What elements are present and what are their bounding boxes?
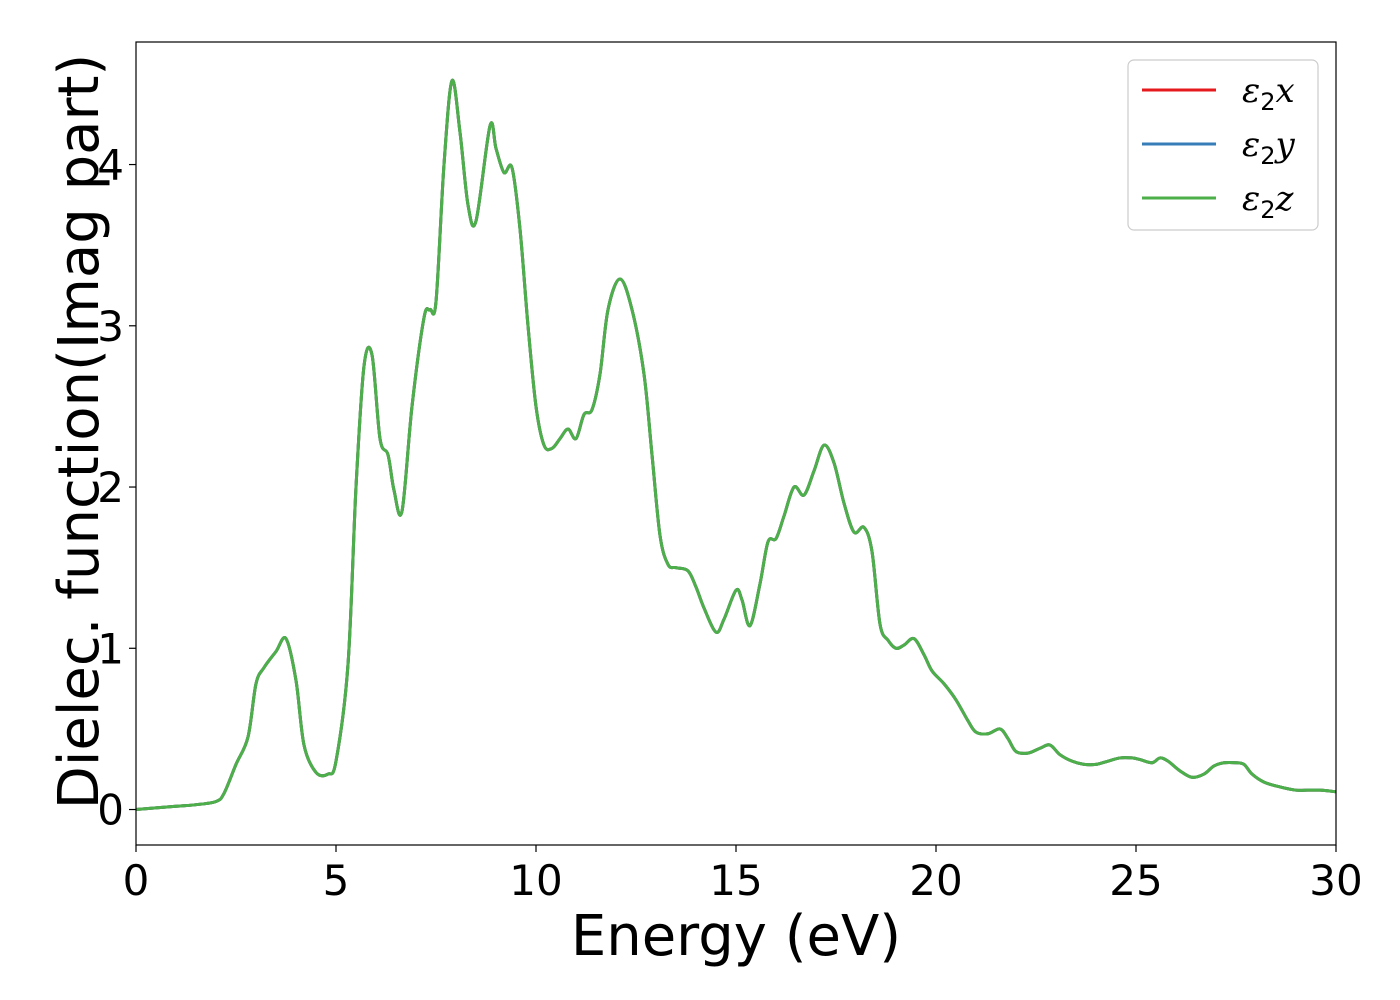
- x-tick-label: 0: [123, 856, 150, 905]
- legend-label-x: ε2x: [1242, 71, 1295, 116]
- x-tick-label: 10: [509, 856, 562, 905]
- x-axis-title: Energy (eV): [571, 904, 901, 969]
- y-axis-title: Dielec. function(Imag part): [47, 54, 112, 810]
- legend-label-y: ε2y: [1242, 125, 1296, 170]
- y-tick-label: 0: [97, 786, 124, 835]
- legend-label-z: ε2z: [1242, 179, 1295, 224]
- y-tick-label: 3: [97, 302, 124, 351]
- x-tick-label: 20: [909, 856, 962, 905]
- y-tick-label: 2: [97, 463, 124, 512]
- x-tick-label: 5: [323, 856, 350, 905]
- y-tick-label: 1: [97, 624, 124, 673]
- x-tick-label: 30: [1309, 856, 1362, 905]
- x-tick-label: 25: [1109, 856, 1162, 905]
- legend: ε2x ε2y ε2z: [1127, 59, 1319, 231]
- x-tick-label: 15: [709, 856, 762, 905]
- series-layer: [136, 79, 1336, 812]
- y-axis: 0 1 2 3 4: [97, 141, 136, 835]
- y-tick-label: 4: [97, 141, 124, 190]
- x-axis: 0 5 10 15 20 25 30: [123, 845, 1363, 905]
- legend-box: [1127, 59, 1319, 231]
- series-line-z: [136, 79, 1336, 812]
